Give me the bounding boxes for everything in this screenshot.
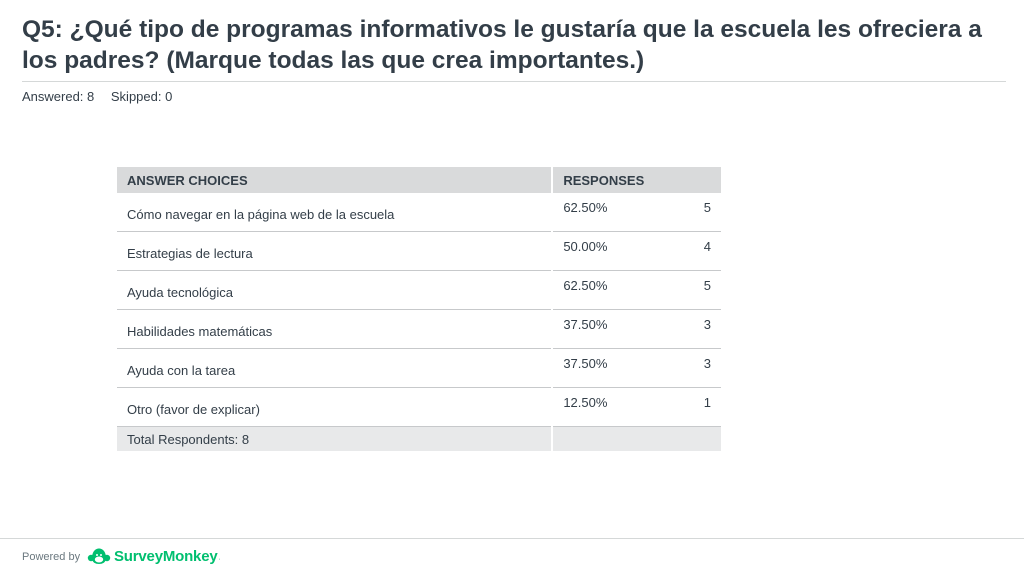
response-count: 4 <box>661 231 721 271</box>
answer-choice-label: Ayuda con la tarea <box>117 348 554 388</box>
surveymonkey-logo: SurveyMonkey · <box>87 547 221 565</box>
header-answer-choices: ANSWER CHOICES <box>117 167 554 193</box>
response-count: 3 <box>661 348 721 388</box>
surveymonkey-logo-icon <box>87 548 111 564</box>
title-divider <box>22 81 1006 82</box>
total-respondents: Total Respondents: 8 <box>117 426 554 451</box>
header-responses: RESPONSES <box>552 167 721 193</box>
answer-choice-label: Cómo navegar en la página web de la escu… <box>117 193 554 232</box>
response-percent: 37.50% <box>552 309 662 349</box>
response-count: 5 <box>661 270 721 310</box>
response-stats: Answered: 8 Skipped: 0 <box>22 89 172 104</box>
response-percent: 62.50% <box>552 193 662 232</box>
answered-count: Answered: 8 <box>22 89 95 104</box>
response-count: 1 <box>661 387 721 427</box>
skipped-count: Skipped: 0 <box>110 89 173 104</box>
response-percent: 62.50% <box>552 270 662 310</box>
response-percent: 50.00% <box>552 231 662 271</box>
answer-choice-label: Otro (favor de explicar) <box>117 387 554 427</box>
trademark-mark: · <box>218 555 221 563</box>
footer-divider <box>0 538 1024 539</box>
table-row: Ayuda tecnológica 62.50% 5 <box>117 270 721 310</box>
response-percent: 12.50% <box>552 387 662 427</box>
table-row: Habilidades matemáticas 37.50% 3 <box>117 309 721 349</box>
answer-choice-label: Ayuda tecnológica <box>117 270 554 310</box>
response-count: 5 <box>661 193 721 232</box>
powered-by-label: Powered by <box>22 551 81 563</box>
responses-table: ANSWER CHOICES RESPONSES Cómo navegar en… <box>117 167 721 451</box>
question-title: Q5: ¿Qué tipo de programas informativos … <box>22 16 982 74</box>
total-respondents-row: Total Respondents: 8 <box>117 426 721 451</box>
total-empty-cell <box>552 426 721 451</box>
table-row: Estrategias de lectura 50.00% 4 <box>117 231 721 271</box>
table-row: Cómo navegar en la página web de la escu… <box>117 193 721 232</box>
table-row: Ayuda con la tarea 37.50% 3 <box>117 348 721 388</box>
answer-choice-label: Estrategias de lectura <box>117 231 554 271</box>
table-header-row: ANSWER CHOICES RESPONSES <box>117 167 721 193</box>
response-percent: 37.50% <box>552 348 662 388</box>
surveymonkey-wordmark: SurveyMonkey <box>114 547 218 565</box>
table-row: Otro (favor de explicar) 12.50% 1 <box>117 387 721 427</box>
response-count: 3 <box>661 309 721 349</box>
answer-choice-label: Habilidades matemáticas <box>117 309 554 349</box>
